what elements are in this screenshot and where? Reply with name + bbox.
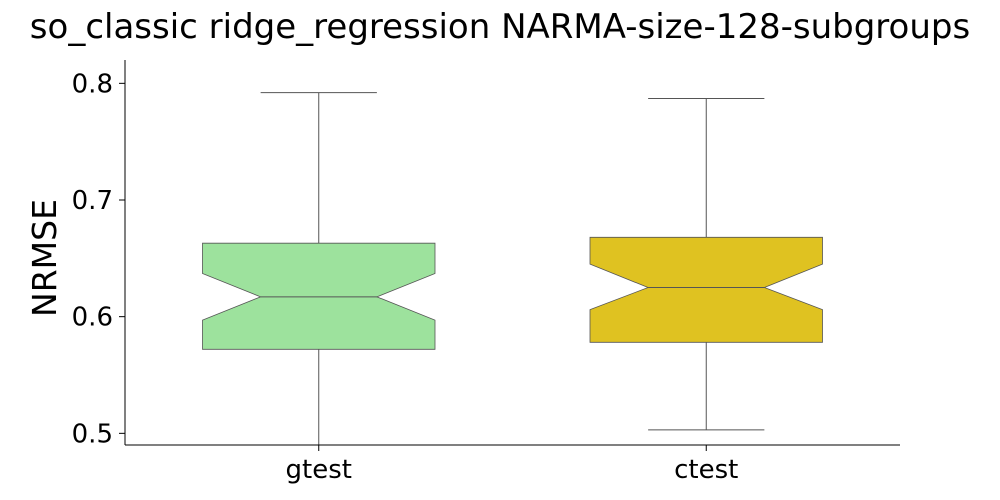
y-ticks-group: 0.5 0.6 0.7 0.8 [72,69,125,449]
boxes-group [202,92,823,445]
y-tick-label: 0.6 [72,303,113,333]
box-ctest [589,98,823,431]
x-tick-label: gtest [286,455,352,485]
x-ticks-group: gtest ctest [286,445,738,485]
box-body [202,242,436,350]
x-tick-label: ctest [674,455,738,485]
y-tick-label: 0.7 [72,186,113,216]
box-body [589,236,823,343]
y-axis-label: NRMSE [25,199,64,317]
y-tick-label: 0.8 [72,69,113,99]
box-gtest [202,92,436,445]
chart-title: so_classic ridge_regression NARMA-size-1… [30,7,970,47]
y-tick-label: 0.5 [72,419,113,449]
